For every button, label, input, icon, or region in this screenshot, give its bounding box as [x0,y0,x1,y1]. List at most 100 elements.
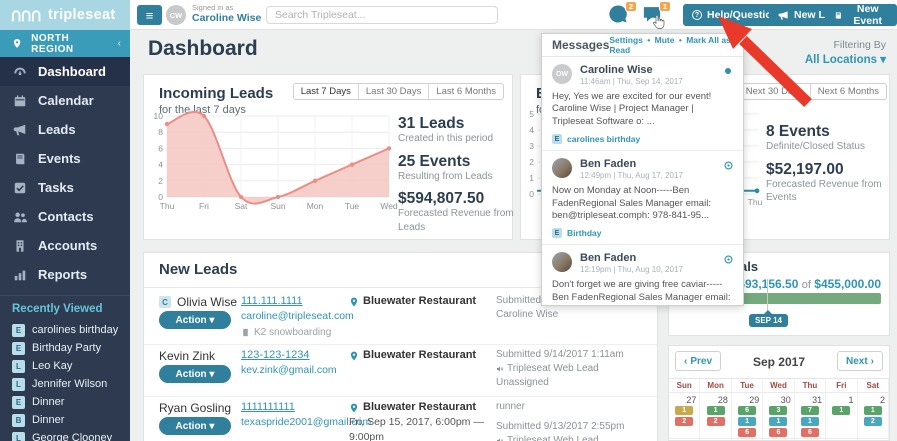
date-number: 31 [812,395,823,405]
location-pin-icon [350,351,358,361]
sidebar-item-reports[interactable]: Reports [0,260,130,289]
sidebar-item-tasks[interactable]: Tasks [0,173,130,202]
message-tag[interactable]: E Birthday [552,228,733,239]
range-next-6-months[interactable]: Next 6 Months [809,84,886,99]
calendar-cell[interactable]: 27 1 2 [669,392,701,438]
calendar-next-button[interactable]: Next › [836,351,883,371]
event-count-badge[interactable]: 6 [738,428,757,437]
event-count-badge[interactable]: 1 [800,417,819,426]
stat-caption: Forecasted Revenue from Events [766,178,882,204]
calendar-prev-button[interactable]: ‹ Prev [675,351,722,371]
calendar-cell[interactable]: 31 7 1 6 [794,392,827,438]
user-avatar[interactable]: CW [166,5,186,25]
goals-progress-bar [677,293,881,304]
recent-item[interactable]: L Jennifer Wilson [0,375,130,393]
new-event-button[interactable]: New Event [825,3,897,27]
lead-email-link[interactable]: caroline@tripleseat.com [241,309,354,322]
submitted-text: Submitted [496,295,542,306]
calendar-cell[interactable]: 8 [826,438,858,440]
messages-icon[interactable]: 1 [642,1,671,28]
event-count-badge[interactable]: 1 [738,417,757,426]
event-count-badge[interactable]: 2 [675,417,694,426]
lead-row[interactable]: C Olivia Wise Action ▾ 111.111.1111 carol… [144,291,657,344]
event-count-badge[interactable]: 1 [706,406,725,415]
tripleseat-logo[interactable]: tripleseat [0,0,130,30]
search-input[interactable] [266,6,498,24]
event-count-badge[interactable]: 2 [706,417,725,426]
region-selector[interactable]: NORTH REGION ‹ [0,30,130,57]
range-last-30-days[interactable]: Last 30 Days [357,84,428,99]
event-count-badge[interactable]: 2 [863,417,882,426]
signed-in-block: Signed in as Caroline Wise [192,3,261,25]
lead-email-link[interactable]: texaspride2001@gmail.com [241,415,372,428]
notifications-icon[interactable]: 2 [608,1,637,28]
lead-row[interactable]: Kevin Zink Action ▾ 123-123-1234 kev.zin… [144,344,657,396]
calendar-cell[interactable]: 6 [763,438,795,440]
sidebar-item-leads[interactable]: Leads [0,115,130,144]
calendar-cell[interactable]: 3 [669,438,701,440]
action-dropdown-button[interactable]: Action ▾ [159,417,231,435]
message-item[interactable]: Ben Faden 12:19pm | Thu, Aug 10, 2017 Do… [542,245,743,305]
svg-text:2: 2 [529,157,534,167]
sidebar-item-dashboard[interactable]: Dashboard [0,57,130,86]
message-item[interactable]: Ben Faden 12:49pm | Thu, Aug 17, 2017 No… [542,151,743,246]
event-count-badge[interactable]: 1 [832,406,851,415]
recent-item[interactable]: E Dinner [0,393,130,411]
calendar-cell[interactable]: 7 [794,438,827,440]
svg-text:3: 3 [529,141,534,151]
sidebar-item-contacts[interactable]: Contacts [0,202,130,231]
recent-item[interactable]: L Leo Kay [0,357,130,375]
lead-phone-link[interactable]: 123-123-1234 [241,349,310,361]
sidebar-item-calendar[interactable]: Calendar [0,86,130,115]
event-count-badge[interactable]: 6 [738,406,757,415]
event-count-badge[interactable]: 1 [675,406,694,415]
range-last-6-months[interactable]: Last 6 Months [428,84,503,99]
calendar-cell[interactable]: 4 [700,438,732,440]
signed-in-user[interactable]: Caroline Wise [192,12,262,24]
event-count-badge[interactable]: 6 [769,428,788,437]
calendar-cell[interactable]: 5 [731,438,764,440]
event-count-badge[interactable]: 1 [769,417,788,426]
logo-text: tripleseat [48,7,116,23]
action-dropdown-button[interactable]: Action ▾ [159,365,231,383]
unread-dot [725,68,731,74]
event-count-badge[interactable]: 6 [800,428,819,437]
action-dropdown-button[interactable]: Action ▾ [159,311,231,329]
recent-item[interactable]: E Birthday Party [0,339,130,357]
lead-phone-link[interactable]: 111.111.1111 [241,295,303,307]
recent-item-label: George Clooney [32,432,113,441]
lead-phone-link[interactable]: 1111111111 [241,401,295,413]
calendar-cell[interactable]: 29 6 1 6 [731,392,764,438]
mark-all-read-link[interactable]: Mark All as Read [609,35,731,55]
message-item[interactable]: OW Caroline Wise 11:46am | Thu, Sep 14, … [542,57,743,152]
lead-row[interactable]: Ryan Gosling Action ▾ 1111111111 texaspr… [144,396,657,441]
mute-link[interactable]: Mute [654,35,675,45]
recent-item[interactable]: L George Clooney [0,429,130,441]
settings-link[interactable]: Settings [609,35,643,45]
recent-item[interactable]: B Dinner [0,411,130,429]
event-count-badge[interactable]: 7 [800,406,819,415]
lead-name: C Olivia Wise [159,295,237,309]
event-count-badge[interactable]: 1 [863,406,882,415]
mark-read-icon[interactable] [723,254,734,265]
calendar-cell[interactable]: 9 [857,438,889,440]
filter-value-dropdown[interactable]: All Locations ▾ [805,53,886,68]
lead-email-link[interactable]: kev.zink@gmail.com [241,363,337,376]
event-count-badge[interactable]: 3 [769,406,788,415]
sidebar-item-events[interactable]: Events [0,144,130,173]
calendar-cell[interactable]: 30 3 1 6 [763,392,795,438]
menu-toggle-button[interactable]: ≡ [137,5,162,25]
collapse-chevron-icon[interactable]: ‹ [117,38,121,49]
svg-text:Sun: Sun [270,201,285,211]
sidebar-item-accounts[interactable]: Accounts [0,231,130,260]
range-last-7-days[interactable]: Last 7 Days [300,86,351,97]
mark-read-icon[interactable] [723,160,734,171]
calendar-cell[interactable]: 28 1 2 [700,392,732,438]
svg-text:Tue: Tue [345,201,360,211]
range-next-30-days[interactable]: Next 30 Days [737,84,810,99]
